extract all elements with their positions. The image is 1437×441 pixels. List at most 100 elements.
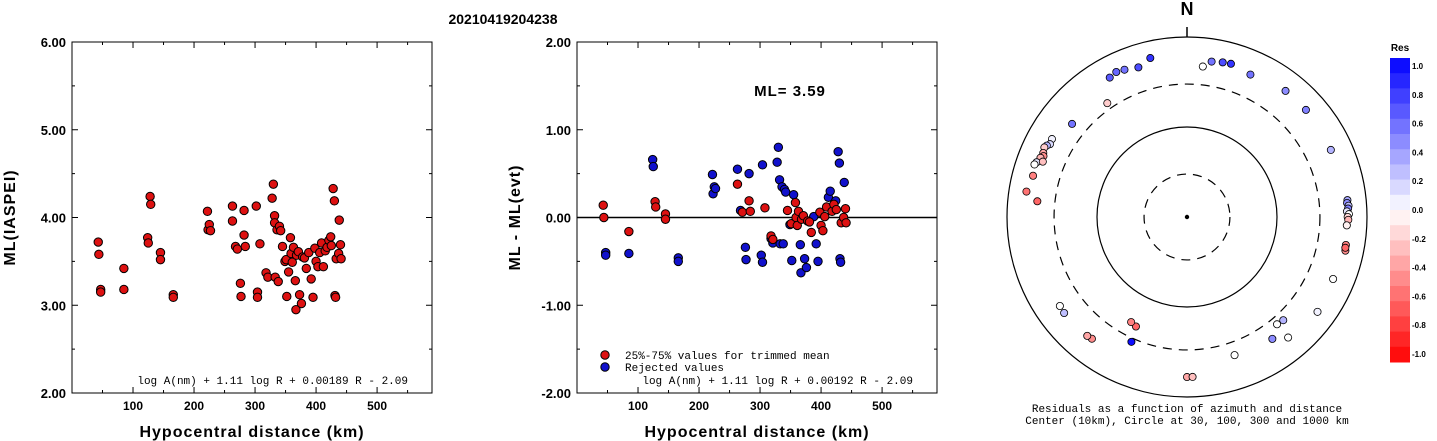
station-residual [1198, 62, 1207, 71]
data-point [95, 287, 106, 297]
station-residual [1083, 331, 1092, 340]
data-point [336, 254, 346, 264]
colorbar-segment [1390, 179, 1410, 196]
colorbar-segment [1390, 286, 1410, 302]
data-point [744, 196, 754, 206]
data-point [840, 204, 851, 214]
rejected-point [799, 254, 810, 264]
data-point [205, 225, 216, 236]
rejected-point [772, 157, 782, 167]
colorbar-segment [1390, 225, 1410, 241]
station-residual [1033, 197, 1042, 206]
distance-ring [1053, 83, 1321, 351]
station-residual [1268, 334, 1277, 343]
station-residual [1112, 68, 1121, 77]
rejected-point [624, 248, 634, 259]
colorbar-tick-label: -1.0 [1412, 350, 1426, 359]
data-point [330, 292, 341, 303]
colorbar-segment [1390, 210, 1410, 226]
data-point [283, 267, 294, 277]
data-point [291, 304, 301, 315]
station-residual [1273, 320, 1282, 329]
rejected-point [778, 239, 788, 249]
colorbar-tick-label: 0.4 [1412, 148, 1424, 157]
x-tick-label: 500 [367, 399, 387, 413]
x-tick-label: 200 [184, 399, 204, 413]
data-point [328, 183, 338, 194]
data-point [308, 292, 318, 303]
y-tick-label: 1.00 [546, 123, 571, 138]
colorbar-segment [1390, 255, 1410, 272]
colorbar-segment [1390, 118, 1410, 135]
data-point [326, 232, 336, 242]
rejected-point [835, 257, 846, 267]
station-residual [1038, 157, 1047, 166]
data-point [267, 193, 277, 203]
data-point [202, 206, 213, 217]
data-point [227, 216, 238, 226]
rejected-point [673, 256, 683, 267]
x-tick-label: 400 [811, 399, 831, 413]
rejected-point [600, 250, 611, 260]
data-point [155, 254, 166, 265]
station-residual [1226, 59, 1235, 68]
station-residual [1060, 308, 1069, 317]
station-residual [1105, 73, 1114, 82]
rejected-point [773, 142, 784, 153]
data-point [768, 234, 778, 245]
rejected-point [741, 254, 751, 265]
data-point [94, 249, 104, 260]
data-point [335, 240, 346, 250]
rejected-point [740, 242, 751, 253]
y-tick-label: 6.00 [41, 35, 66, 50]
rejected-point [780, 187, 791, 197]
rejected-point [801, 262, 812, 273]
station-residual [1281, 86, 1290, 95]
station-residual [1230, 351, 1239, 360]
legend-marker [600, 362, 610, 372]
station-residual [1341, 243, 1350, 252]
rejected-point [732, 164, 743, 174]
data-point [146, 199, 156, 210]
data-point [745, 206, 755, 217]
data-point [119, 263, 129, 274]
colorbar-segment [1390, 301, 1410, 317]
rejected-point [648, 161, 658, 172]
data-point [326, 240, 337, 251]
data-point [227, 201, 238, 211]
station-residual [1068, 119, 1077, 128]
rejected-point [787, 255, 797, 266]
data-point [252, 292, 263, 303]
station-residual [1342, 221, 1351, 230]
distance-ring [1143, 173, 1231, 261]
station-residual [1134, 63, 1143, 72]
data-point [804, 217, 815, 227]
colorbar-segment [1390, 240, 1410, 257]
rejected-point [813, 256, 823, 267]
x-axis-label: Hypocentral distance (km) [644, 424, 869, 441]
epicenter-marker [1184, 214, 1190, 220]
data-point [318, 261, 329, 272]
station-residual [1188, 372, 1197, 381]
colorbar-segment [1390, 149, 1410, 165]
rejected-point [811, 239, 821, 249]
data-point [651, 202, 661, 212]
rejected-point [834, 158, 845, 168]
data-point [145, 191, 155, 202]
station-residual [1313, 307, 1322, 316]
data-point [790, 197, 801, 208]
x-tick-label: 300 [750, 399, 770, 413]
rejected-point [757, 160, 768, 170]
colorbar-tick-label: -0.8 [1412, 321, 1426, 330]
data-point [624, 226, 634, 237]
y-tick-label: 0.00 [546, 211, 571, 226]
data-point [329, 196, 340, 206]
colorbar-tick-label: 0.0 [1412, 206, 1424, 215]
distance-ring [1096, 126, 1278, 308]
x-tick-label: 400 [306, 399, 326, 413]
data-point [251, 201, 261, 211]
data-point [296, 298, 307, 309]
x-tick-label: 100 [123, 399, 143, 413]
y-tick-label: 3.00 [41, 298, 66, 313]
y-axis-label: ML - ML(evt) [507, 165, 524, 271]
